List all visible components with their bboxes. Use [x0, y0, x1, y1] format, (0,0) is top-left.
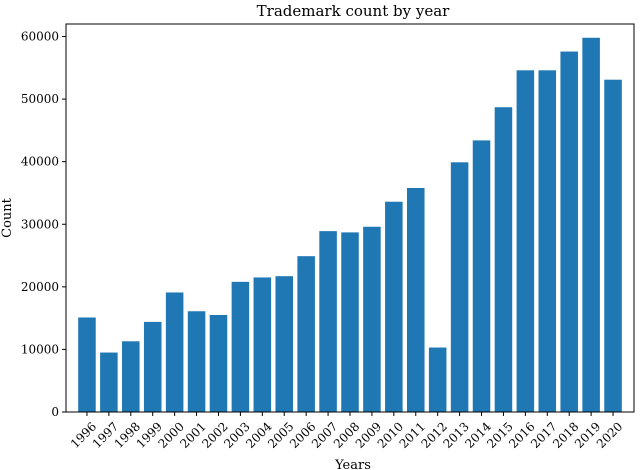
bar-2019 [582, 37, 600, 413]
y-tick-label: 30000 [21, 217, 59, 231]
bar-2001 [187, 311, 206, 412]
bar-1999 [143, 321, 162, 412]
bar-2012 [428, 347, 447, 412]
bar-2003 [231, 281, 250, 412]
y-tick-label: 50000 [21, 92, 59, 106]
bar-2014 [472, 140, 491, 412]
bar-2020 [604, 79, 622, 412]
bar-2008 [341, 232, 359, 412]
bar-2017 [538, 70, 557, 412]
y-axis-ticks: 0 10000 20000 30000 40000 50000 60000 [21, 30, 66, 419]
y-tick-label: 20000 [21, 280, 59, 294]
bars-group [78, 37, 622, 413]
x-axis-ticks: 1996199719981999200020012002200320042005… [68, 412, 625, 451]
bar-2016 [516, 70, 535, 412]
bar-2018 [560, 51, 578, 412]
bar-2005 [275, 276, 294, 412]
bar-2002 [209, 315, 228, 412]
y-tick-label: 0 [51, 405, 59, 419]
y-tick-label: 60000 [21, 30, 59, 44]
bar-2007 [319, 231, 337, 412]
bar-2013 [450, 162, 469, 412]
bar-1996 [78, 317, 96, 412]
bar-2000 [165, 292, 184, 412]
bar-2015 [494, 107, 513, 412]
x-tick-label: 2020 [594, 419, 625, 450]
bar-1998 [122, 341, 140, 412]
x-axis-title: Years [334, 458, 371, 470]
bar-2010 [385, 201, 403, 412]
bar-1997 [100, 352, 118, 412]
plot-frame [65, 23, 635, 413]
y-tick-label: 40000 [21, 155, 59, 169]
y-tick-label: 10000 [21, 342, 59, 356]
y-axis-title: Count [0, 197, 15, 238]
bar-2006 [297, 256, 315, 412]
bar-2004 [253, 277, 272, 412]
bar-2011 [406, 187, 425, 412]
chart-title: Trademark count by year [257, 2, 450, 20]
bar-2009 [363, 226, 381, 412]
